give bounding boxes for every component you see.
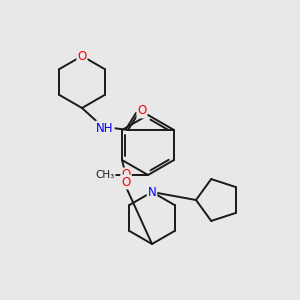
Text: N: N [148, 185, 156, 199]
Text: O: O [77, 50, 87, 62]
Text: O: O [122, 176, 130, 188]
Text: NH: NH [96, 122, 114, 134]
Text: O: O [122, 169, 130, 182]
Text: O: O [137, 104, 147, 118]
Text: CH₃: CH₃ [95, 170, 115, 180]
